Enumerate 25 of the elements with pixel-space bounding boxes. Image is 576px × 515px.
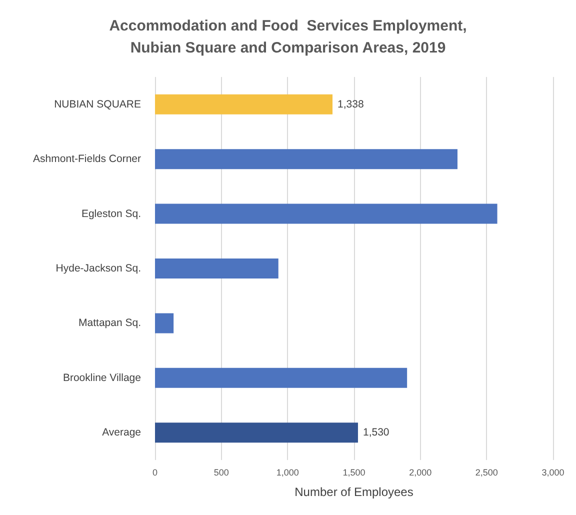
bar (155, 149, 458, 170)
bar (155, 258, 278, 278)
data-label: 1,530 (362, 426, 390, 439)
bar (155, 94, 333, 114)
x-tick-label: 2,500 (475, 468, 498, 478)
y-tick-label: NUBIAN SQUARE (54, 98, 141, 110)
bar (155, 422, 358, 443)
x-tick-label: 2,000 (409, 468, 432, 478)
y-tick-label: Ashmont-Fields Corner (33, 153, 142, 166)
y-tick-label: Mattapan Sq. (78, 317, 141, 330)
bar (155, 313, 174, 334)
x-tick-label: 3,000 (542, 468, 564, 478)
x-tick-label: 1,500 (342, 468, 366, 478)
y-tick-label: Brookline Village (62, 372, 142, 384)
x-tick-label: 0 (152, 468, 158, 478)
x-tick-label: 500 (214, 468, 229, 478)
x-axis-title: Number of Employees (294, 485, 414, 499)
y-tick-label: Hyde-Jackson Sq. (56, 262, 141, 274)
bar (155, 204, 498, 224)
x-tick-label: 1,000 (276, 468, 299, 478)
y-tick-label: Egleston Sq. (81, 208, 141, 220)
y-tick-label: Average (102, 426, 142, 439)
data-label: 1,338 (338, 98, 364, 110)
chart-title: Accommodation and Food Services Employment, Nubian Square and Comparison Areas, 2019 (109, 18, 467, 56)
bar (155, 368, 408, 388)
